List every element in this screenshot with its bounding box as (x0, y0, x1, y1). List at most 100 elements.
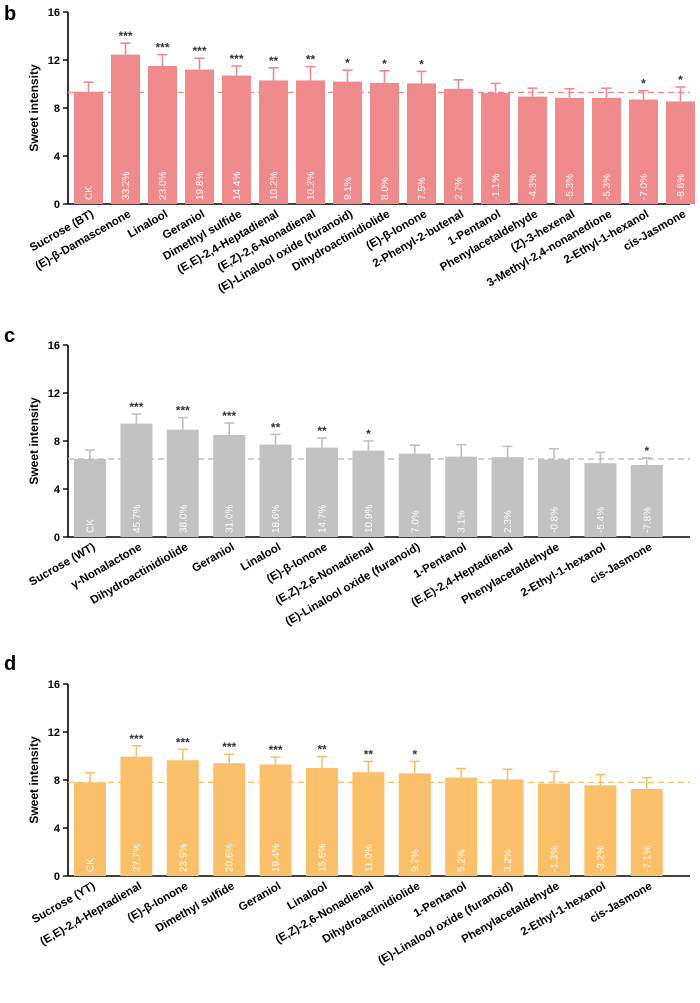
y-tick-label: 16 (48, 7, 60, 19)
x-tick-label: Geraniol (237, 880, 283, 914)
bar-data-label: 38.0% (178, 505, 189, 533)
significance-label: * (366, 427, 371, 441)
bar (166, 429, 199, 537)
bar (74, 782, 106, 876)
bar-data-label: 2.7% (454, 177, 465, 200)
bar-data-label: 7.0% (410, 510, 421, 533)
y-tick-label: 16 (48, 340, 60, 352)
bar (445, 456, 478, 537)
bar (630, 465, 663, 537)
bar (518, 96, 547, 204)
y-axis-label: Sweet intensity (27, 64, 41, 152)
bar (111, 54, 140, 204)
bar (259, 444, 292, 537)
significance-label: *** (222, 740, 236, 754)
y-tick-label: 12 (48, 727, 60, 739)
bar (538, 459, 570, 537)
y-tick-label: 4 (54, 151, 61, 163)
bar-data-label: 3.2% (503, 849, 514, 872)
bar (259, 764, 292, 876)
significance-label: *** (176, 404, 190, 418)
bar-data-label: 15.6% (318, 844, 329, 872)
y-tick-label: 12 (48, 55, 60, 67)
bar-data-label: -3.2% (596, 846, 607, 872)
y-tick-label: 8 (54, 775, 60, 787)
bar (491, 779, 524, 876)
bar-data-label: -1.1% (491, 174, 502, 200)
significance-label: * (412, 747, 417, 761)
bar-data-label: 23.0% (158, 172, 169, 200)
panel-letter: c (4, 325, 15, 347)
significance-label: ** (317, 424, 327, 438)
bar-data-label: -1.3% (550, 846, 561, 872)
bar (666, 101, 695, 204)
bar-data-label: 5.2% (457, 849, 468, 872)
bar-data-label: 45.7% (132, 505, 143, 533)
bar-data-label: 19.4% (271, 844, 282, 872)
significance-label: *** (155, 41, 169, 55)
bar (592, 97, 621, 204)
significance-label: *** (129, 732, 143, 746)
bar-data-label: 10.2% (269, 172, 280, 200)
y-tick-label: 8 (54, 103, 60, 115)
bar (222, 75, 251, 204)
significance-label: ** (306, 53, 316, 67)
bar-data-label: 10.9% (364, 505, 375, 533)
bar (444, 88, 473, 204)
bar-data-label: -5.3% (565, 174, 576, 200)
bar-data-label: -0.8% (550, 507, 561, 533)
significance-label: *** (222, 409, 236, 423)
bar (259, 80, 288, 204)
bar-data-label: 8.0% (380, 177, 391, 200)
significance-label: ** (269, 54, 279, 68)
bar-data-label: -5.3% (602, 174, 613, 200)
significance-label: *** (129, 400, 143, 414)
bar (148, 66, 177, 204)
bar (120, 756, 153, 876)
bar-data-label: -4.3% (528, 174, 539, 200)
bar (555, 97, 584, 204)
y-tick-label: 0 (54, 871, 60, 883)
bar-data-label: 10.2% (306, 172, 317, 200)
bar (296, 80, 325, 204)
bar-data-label: 3.1% (457, 510, 468, 533)
bar-data-label: 14.4% (232, 172, 243, 200)
significance-label: * (382, 57, 387, 71)
panel-letter: d (4, 653, 16, 675)
bar (306, 447, 338, 537)
significance-label: ** (271, 420, 281, 434)
bar (120, 423, 153, 537)
bar (538, 783, 570, 876)
bar-data-label: CK (86, 858, 97, 872)
bar-data-label: 7.5% (417, 177, 428, 200)
bar (333, 81, 362, 204)
bar-data-label: 27.7% (132, 844, 143, 872)
significance-label: *** (229, 52, 243, 66)
bar-data-label: 23.9% (178, 844, 189, 872)
bar-data-label: 33.2% (121, 172, 132, 200)
significance-label: * (678, 73, 683, 87)
bar (491, 457, 524, 537)
bar (370, 82, 399, 204)
bar-data-label: 11.0% (364, 844, 375, 872)
bar-data-label: CK (84, 186, 95, 200)
panel-letter: b (4, 3, 16, 25)
significance-label: * (345, 56, 350, 70)
bar (481, 93, 510, 204)
x-tick-label: Geraniol (190, 541, 236, 575)
significance-label: * (641, 77, 646, 91)
bar (584, 463, 617, 537)
bar-data-label: -5.4% (596, 507, 607, 533)
bar (74, 459, 106, 537)
y-tick-label: 0 (54, 532, 60, 544)
bar (398, 453, 431, 537)
significance-label: *** (269, 743, 283, 757)
bar (213, 435, 246, 537)
x-tick-label: 2-Ethyl-1-hexanol (519, 541, 608, 599)
y-tick-label: 4 (54, 823, 61, 835)
bar-data-label: 18.6% (271, 505, 282, 533)
bar-data-label: 14.7% (318, 505, 329, 533)
